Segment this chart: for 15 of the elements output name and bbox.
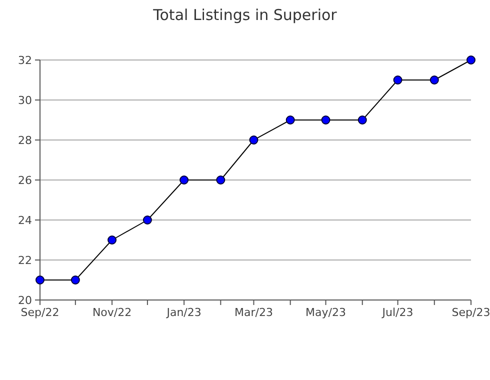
y-tick-label: 28 — [18, 134, 32, 147]
x-tick-label: Sep/23 — [452, 306, 490, 319]
x-tick-label: Jan/23 — [166, 306, 202, 319]
y-tick-label: 20 — [18, 294, 32, 307]
x-tick-label: May/23 — [306, 306, 346, 319]
x-tick-label: Nov/22 — [92, 306, 132, 319]
x-tick-label: Sep/22 — [20, 306, 60, 319]
x-tick-label: Mar/23 — [234, 306, 273, 319]
y-tick-label: 22 — [18, 254, 32, 267]
y-tick-label: 32 — [18, 54, 32, 67]
y-tick-label: 24 — [18, 214, 32, 227]
y-tick-label: 26 — [18, 174, 32, 187]
chart-title: Total Listings in Superior — [152, 6, 338, 24]
x-tick-label: Jul/23 — [381, 306, 414, 319]
y-tick-label: 30 — [18, 94, 32, 107]
